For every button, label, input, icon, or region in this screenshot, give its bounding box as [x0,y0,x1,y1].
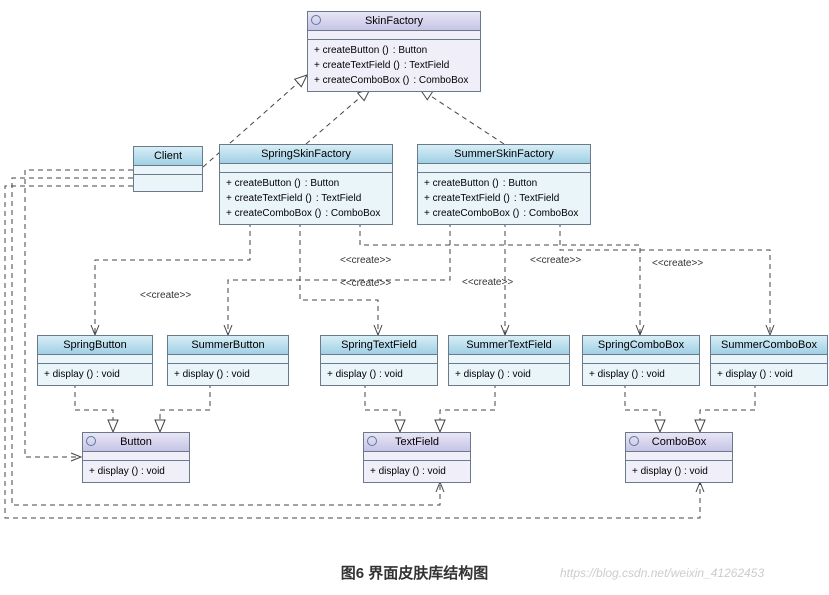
class-SummerButton: SummerButton + display () : void [167,335,289,386]
edge [625,383,660,432]
class-title: SkinFactory [308,12,480,31]
edge [25,170,133,457]
operation-row: + display () : void [589,367,693,382]
class-attributes [168,355,288,364]
interface-icon [629,436,639,446]
class-attributes [83,452,189,461]
edge [365,383,400,432]
operation-row: + createButton (): Button [226,176,386,191]
class-SummerComboBox: SummerComboBox + display () : void [710,335,828,386]
operation-row: + display () : void [327,367,431,382]
operation-row: + createButton (): Button [424,176,584,191]
class-SpringTextField: SpringTextField + display () : void [320,335,438,386]
create-stereotype: <<create>> [652,258,703,269]
class-operations: + display () : void [711,364,827,385]
operation-row: + createComboBox (): ComboBox [314,73,474,88]
interface-icon [86,436,96,446]
class-attributes [321,355,437,364]
class-operations: + display () : void [38,364,152,385]
edge [160,383,210,432]
operation-row: + display () : void [717,367,821,382]
class-title: SummerSkinFactory [418,145,590,164]
class-attributes [134,166,202,175]
class-title: SpringSkinFactory [220,145,392,164]
class-title: SpringComboBox [583,336,699,355]
edge [75,383,113,432]
operation-row: + display () : void [455,367,563,382]
class-operations: + display () : void [364,461,470,482]
class-SpringSkinFactory: SpringSkinFactory + createButton (): Butt… [219,144,393,225]
class-attributes [364,452,470,461]
operation-row: + display () : void [370,464,464,479]
operation-row: + createTextField (): TextField [424,191,584,206]
edge [420,89,504,144]
class-operations [134,175,202,191]
interface-icon [367,436,377,446]
class-attributes [308,31,480,40]
edge [306,89,370,144]
create-stereotype: <<create>> [340,278,391,289]
operation-row: + createComboBox (): ComboBox [226,206,386,221]
edge [228,222,450,335]
class-title: SpringTextField [321,336,437,355]
class-attributes [711,355,827,364]
class-operations: + display () : void [449,364,569,385]
interface-icon [311,15,321,25]
class-Client: Client [133,146,203,192]
class-title: SummerTextField [449,336,569,355]
operation-row: + display () : void [174,367,282,382]
class-title: SummerButton [168,336,288,355]
class-SummerTextField: SummerTextField + display () : void [448,335,570,386]
operation-row: + display () : void [44,367,146,382]
class-operations: + display () : void [83,461,189,482]
operation-row: + createTextField (): TextField [226,191,386,206]
operation-row: + createTextField (): TextField [314,58,474,73]
class-Button: Button + display () : void [82,432,190,483]
class-operations: + display () : void [583,364,699,385]
create-stereotype: <<create>> [140,290,191,301]
class-SpringComboBox: SpringComboBox + display () : void [582,335,700,386]
create-stereotype: <<create>> [462,277,513,288]
create-stereotype: <<create>> [530,255,581,266]
class-SpringButton: SpringButton + display () : void [37,335,153,386]
class-operations: + display () : void [321,364,437,385]
class-TextField: TextField + display () : void [363,432,471,483]
class-attributes [38,355,152,364]
class-attributes [449,355,569,364]
class-operations: + createButton (): Button+ createTextFie… [220,173,392,224]
class-operations: + display () : void [168,364,288,385]
create-stereotype: <<create>> [340,255,391,266]
class-attributes [626,452,732,461]
class-attributes [583,355,699,364]
operation-row: + createComboBox (): ComboBox [424,206,584,221]
class-ComboBox: ComboBox + display () : void [625,432,733,483]
operation-row: + display () : void [89,464,183,479]
class-title: SpringButton [38,336,152,355]
edge [560,222,770,335]
class-SkinFactory: SkinFactory+ createButton (): Button+ cr… [307,11,481,92]
class-attributes [418,164,590,173]
class-title: Client [134,147,202,166]
watermark-text: https://blog.csdn.net/weixin_41262453 [560,566,764,580]
operation-row: + createButton (): Button [314,43,474,58]
class-title: SummerComboBox [711,336,827,355]
edge [700,383,755,432]
class-title: Button [83,433,189,452]
edge [440,383,495,432]
class-operations: + createButton (): Button+ createTextFie… [308,40,480,91]
class-SummerSkinFactory: SummerSkinFactory + createButton (): Butt… [417,144,591,225]
class-operations: + display () : void [626,461,732,482]
edge [95,222,250,335]
class-operations: + createButton (): Button+ createTextFie… [418,173,590,224]
class-title: ComboBox [626,433,732,452]
operation-row: + display () : void [632,464,726,479]
class-title: TextField [364,433,470,452]
class-attributes [220,164,392,173]
